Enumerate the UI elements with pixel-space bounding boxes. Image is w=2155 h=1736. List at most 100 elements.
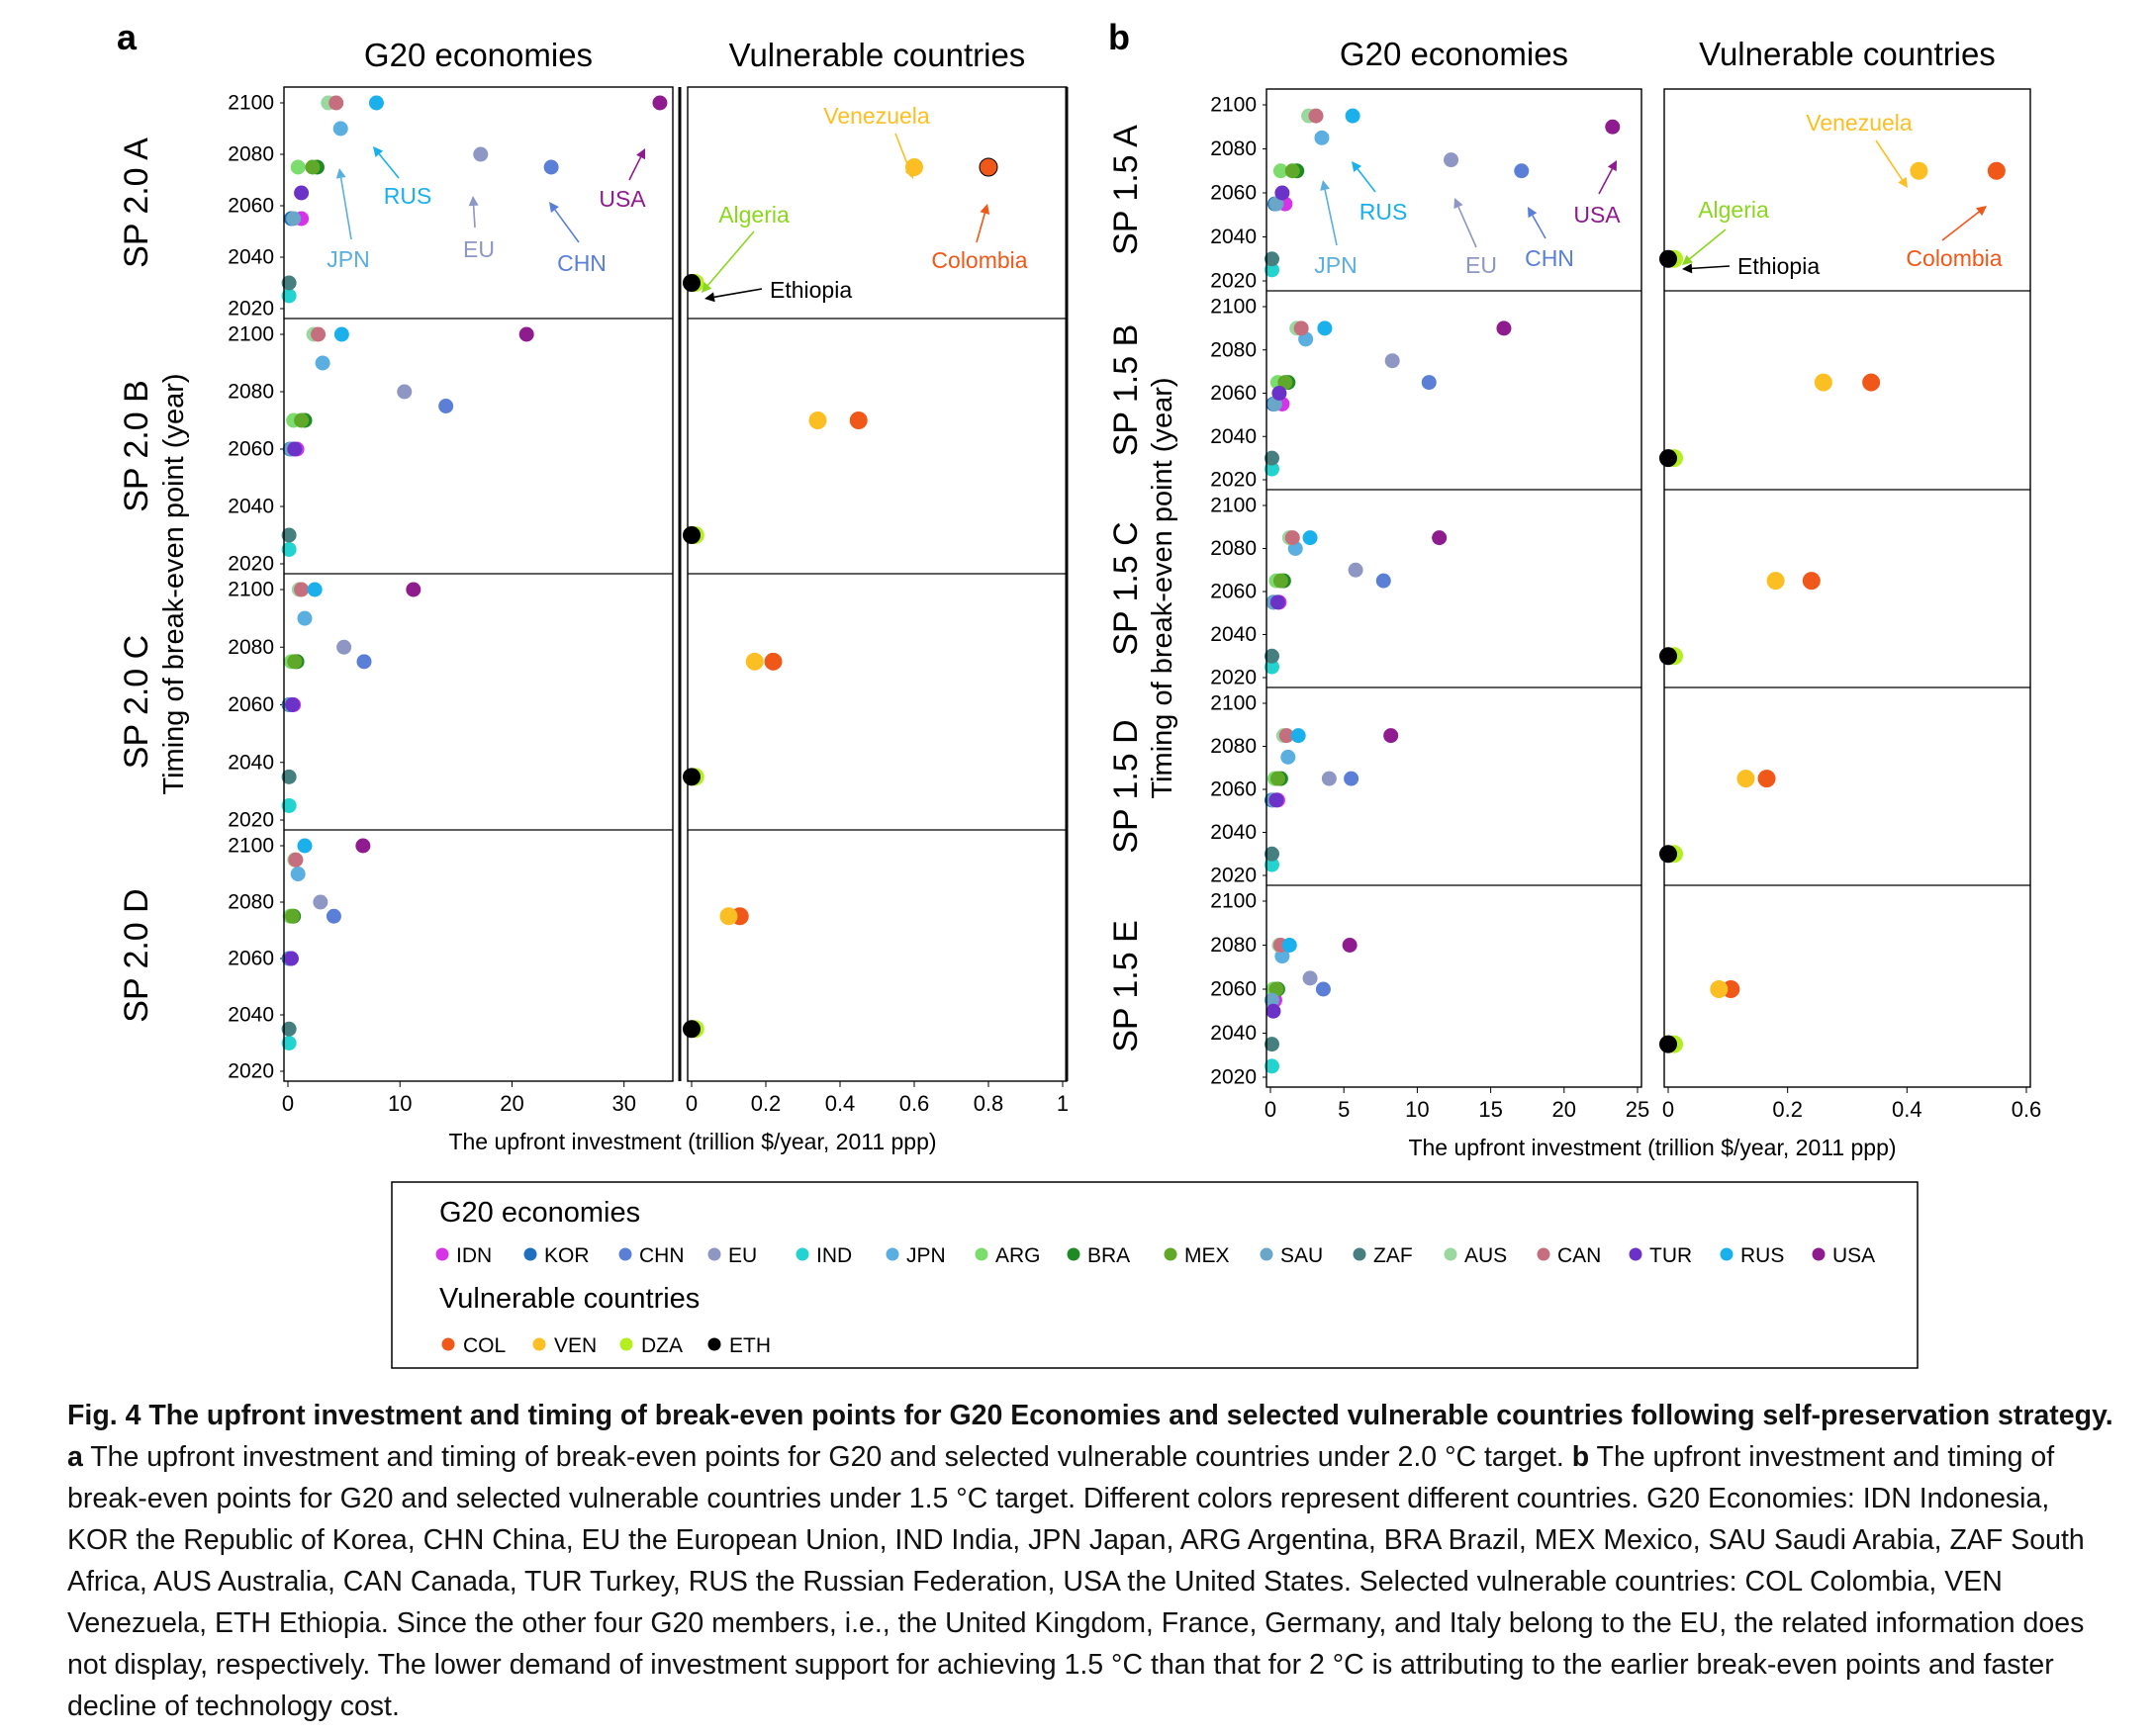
data-point-ind xyxy=(1264,857,1279,872)
data-point-zaf xyxy=(281,527,297,543)
y-tick-label: 2060 xyxy=(1210,182,1257,205)
y-tick-label: 2100 xyxy=(228,835,274,858)
data-point-zaf xyxy=(281,1021,297,1037)
x-tick-label: 0 xyxy=(1265,1097,1276,1122)
data-point-tur xyxy=(294,185,310,201)
data-point-rus xyxy=(307,582,323,597)
arrow-venezuela-a-line xyxy=(894,133,911,170)
arrow-colombia-a-head xyxy=(980,204,990,215)
scatter-g20-sp-2-0-c xyxy=(281,582,422,813)
data-point-col xyxy=(849,411,868,429)
annotation-algeria-a: Algeria xyxy=(718,202,790,228)
legend: G20 economies IDN KOR CHN EU IND JPN ARG BRA MEX S… xyxy=(391,1181,1919,1369)
data-point-mex xyxy=(1277,375,1293,391)
arrow-usa-a-line xyxy=(628,156,642,181)
panel-a: a G20 economies Vulnerable countries Timing… xyxy=(117,17,1069,1154)
data-point-zaf xyxy=(281,275,297,291)
data-point-rus xyxy=(297,838,313,854)
data-point-tur xyxy=(1268,792,1284,808)
legend-label-arg: ARG xyxy=(995,1244,1041,1267)
scatter-g20-sp-2-0-d xyxy=(281,838,371,1051)
y-tick-label: 2080 xyxy=(1210,735,1257,758)
data-point-usa xyxy=(1432,530,1448,546)
data-point-tur xyxy=(1269,594,1285,610)
y-tick-label: 2040 xyxy=(228,496,274,518)
y-tick-label: 2100 xyxy=(1210,94,1257,117)
x-tick-label: 0 xyxy=(1662,1097,1674,1122)
y-tick-label: 2040 xyxy=(228,751,274,774)
data-point-zaf xyxy=(1264,648,1279,664)
annotation-chn-b: CHN xyxy=(1525,245,1574,271)
caption-bold: Fig. 4 The upfront investment and timing… xyxy=(67,1400,2113,1431)
y-tick-label: 2020 xyxy=(1210,1066,1257,1089)
data-point-ven xyxy=(1766,572,1785,591)
data-point-eu xyxy=(1384,353,1400,369)
data-point-eu xyxy=(397,384,413,400)
arrow-algeria-a-line xyxy=(706,230,755,286)
row-label: SP 1.5 D xyxy=(1107,719,1145,853)
legend-marker-eth xyxy=(707,1337,721,1351)
arrow-colombia-a-line xyxy=(976,213,986,243)
y-axis-label: Timing of break-even point (year) xyxy=(1147,377,1178,798)
data-point-usa xyxy=(518,326,534,342)
y-tick-label: 2040 xyxy=(1210,226,1257,248)
arrow-chn-a-head xyxy=(549,202,559,214)
data-point-zaf xyxy=(281,769,297,784)
legend-marker-mex xyxy=(1164,1247,1177,1261)
x-tick-label: 25 xyxy=(1626,1097,1649,1122)
data-point-ind xyxy=(281,797,297,813)
data-point-jpn xyxy=(315,355,330,371)
data-point-sau xyxy=(1264,992,1279,1008)
x-tick-label: 0.8 xyxy=(974,1091,1004,1116)
data-point-col xyxy=(1802,572,1821,591)
annotation-venezuela-a: Venezuela xyxy=(823,103,930,129)
panel-letter-a: a xyxy=(117,17,138,57)
y-tick-label: 2040 xyxy=(1210,821,1257,844)
data-point-mex xyxy=(1284,163,1300,179)
data-point-rus xyxy=(368,95,384,111)
data-point-zaf xyxy=(1264,1037,1279,1052)
y-tick-label: 2100 xyxy=(228,579,274,601)
data-point-chn xyxy=(438,399,454,413)
arrow-jpn-a-line xyxy=(339,177,352,240)
y-tick-label: 2060 xyxy=(1210,581,1257,603)
scatter-vul-sp-2-0-b xyxy=(683,411,868,544)
data-point-eu xyxy=(1348,562,1363,578)
annotation-eu-b: EU xyxy=(1465,252,1497,278)
x-tick-label: 0 xyxy=(686,1091,698,1116)
data-point-can xyxy=(1284,530,1300,546)
data-point-can xyxy=(1278,728,1294,744)
data-point-ind xyxy=(281,542,297,557)
data-point-usa xyxy=(1496,320,1512,336)
legend-label-can: CAN xyxy=(1557,1244,1601,1267)
row-label: SP 1.5 B xyxy=(1107,324,1145,457)
legend-marker-arg xyxy=(975,1247,988,1261)
data-point-col xyxy=(979,157,998,177)
annotation-eu-a: EU xyxy=(463,236,495,262)
data-point-col xyxy=(1987,161,2006,180)
x-tick-label: 20 xyxy=(1552,1097,1576,1122)
plot-frame-g20 xyxy=(1265,88,1642,1088)
y-tick-label: 2100 xyxy=(1210,692,1257,715)
legend-label-ven: VEN xyxy=(554,1334,597,1357)
annotation-jpn-a: JPN xyxy=(327,246,369,272)
arrow-usa-a-head xyxy=(636,148,645,160)
data-point-chn xyxy=(1375,573,1391,589)
legend-marker-dza xyxy=(619,1337,633,1351)
data-point-zaf xyxy=(1264,251,1279,267)
data-point-col xyxy=(1757,770,1776,788)
data-point-ven xyxy=(719,907,738,926)
x-axis-label: The upfront investment (trillion $/year,… xyxy=(448,1129,936,1154)
arrow-algeria-a-head xyxy=(702,282,712,293)
legend-label-ind: IND xyxy=(816,1244,852,1267)
data-point-eth xyxy=(1659,1035,1677,1053)
data-point-eth xyxy=(1659,647,1677,666)
row-label: SP 1.5 A xyxy=(1107,125,1145,255)
arrow-ethiopia-b-head xyxy=(1682,263,1693,274)
annotation-venezuela-b: Venezuela xyxy=(1806,110,1913,136)
legend-label-rus: RUS xyxy=(1740,1244,1784,1267)
legend-marker-usa xyxy=(1812,1247,1826,1261)
data-point-chn xyxy=(1315,981,1331,997)
arrow-eu-b-line xyxy=(1457,206,1477,248)
legend-marker-tur xyxy=(1629,1247,1642,1261)
